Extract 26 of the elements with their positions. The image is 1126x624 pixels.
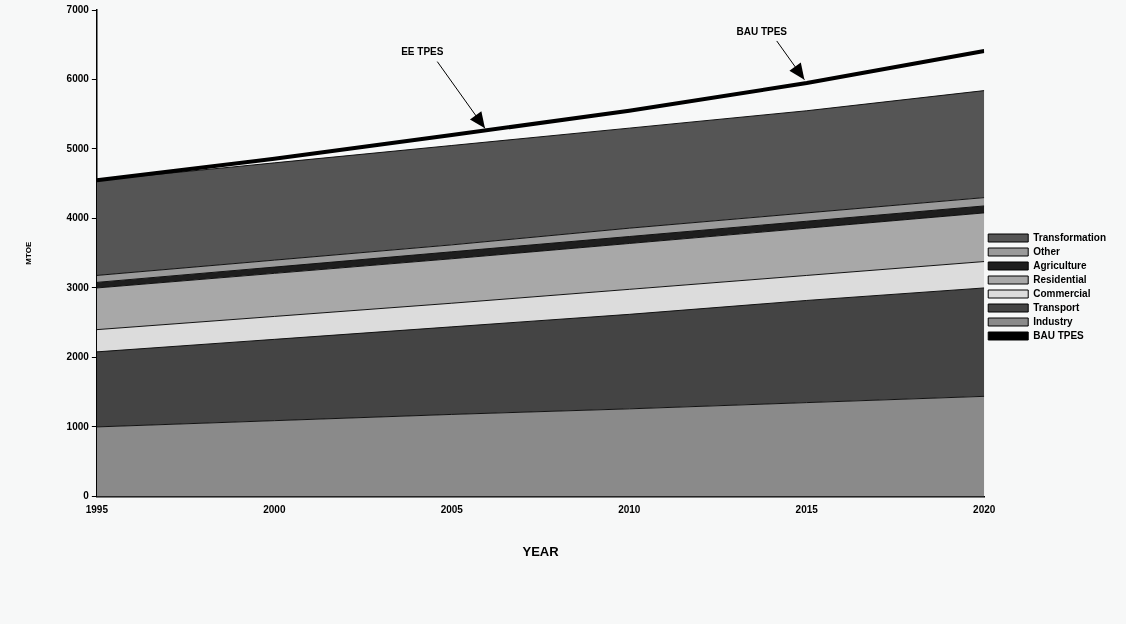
legend-label: Agriculture: [1033, 259, 1087, 271]
y-tick-label: 4000: [66, 212, 90, 224]
x-tick-label: 2005: [440, 504, 464, 516]
x-tick-label: 2015: [795, 504, 819, 516]
x-tick-label: 2020: [973, 504, 996, 516]
x-tick-label: 2000: [263, 504, 286, 516]
y-tick-label: 7000: [66, 3, 90, 15]
y-tick-label: 5000: [66, 142, 90, 154]
legend-label: BAU TPES: [1033, 329, 1085, 341]
legend-label: Transport: [1033, 301, 1080, 313]
legend-label: Other: [1033, 245, 1060, 257]
legend-label: Transformation: [1033, 231, 1107, 243]
y-tick-label: 1000: [66, 420, 90, 432]
legend-label: Commercial: [1033, 287, 1091, 299]
legend-label: Industry: [1033, 315, 1074, 327]
legend-label: Residential: [1033, 273, 1087, 285]
y-tick-label: 6000: [66, 73, 90, 85]
x-tick-label: 2010: [618, 504, 641, 516]
y-tick-label: 2000: [66, 351, 90, 363]
annotation: EE TPES: [401, 46, 444, 58]
y-axis-title: MTOE: [24, 241, 33, 265]
y-tick-label: 0: [83, 490, 90, 502]
x-axis-title: YEAR: [522, 543, 560, 559]
annotation: BAU TPES: [736, 25, 788, 37]
x-tick-label: 1995: [85, 504, 109, 516]
y-tick-label: 3000: [66, 281, 90, 293]
